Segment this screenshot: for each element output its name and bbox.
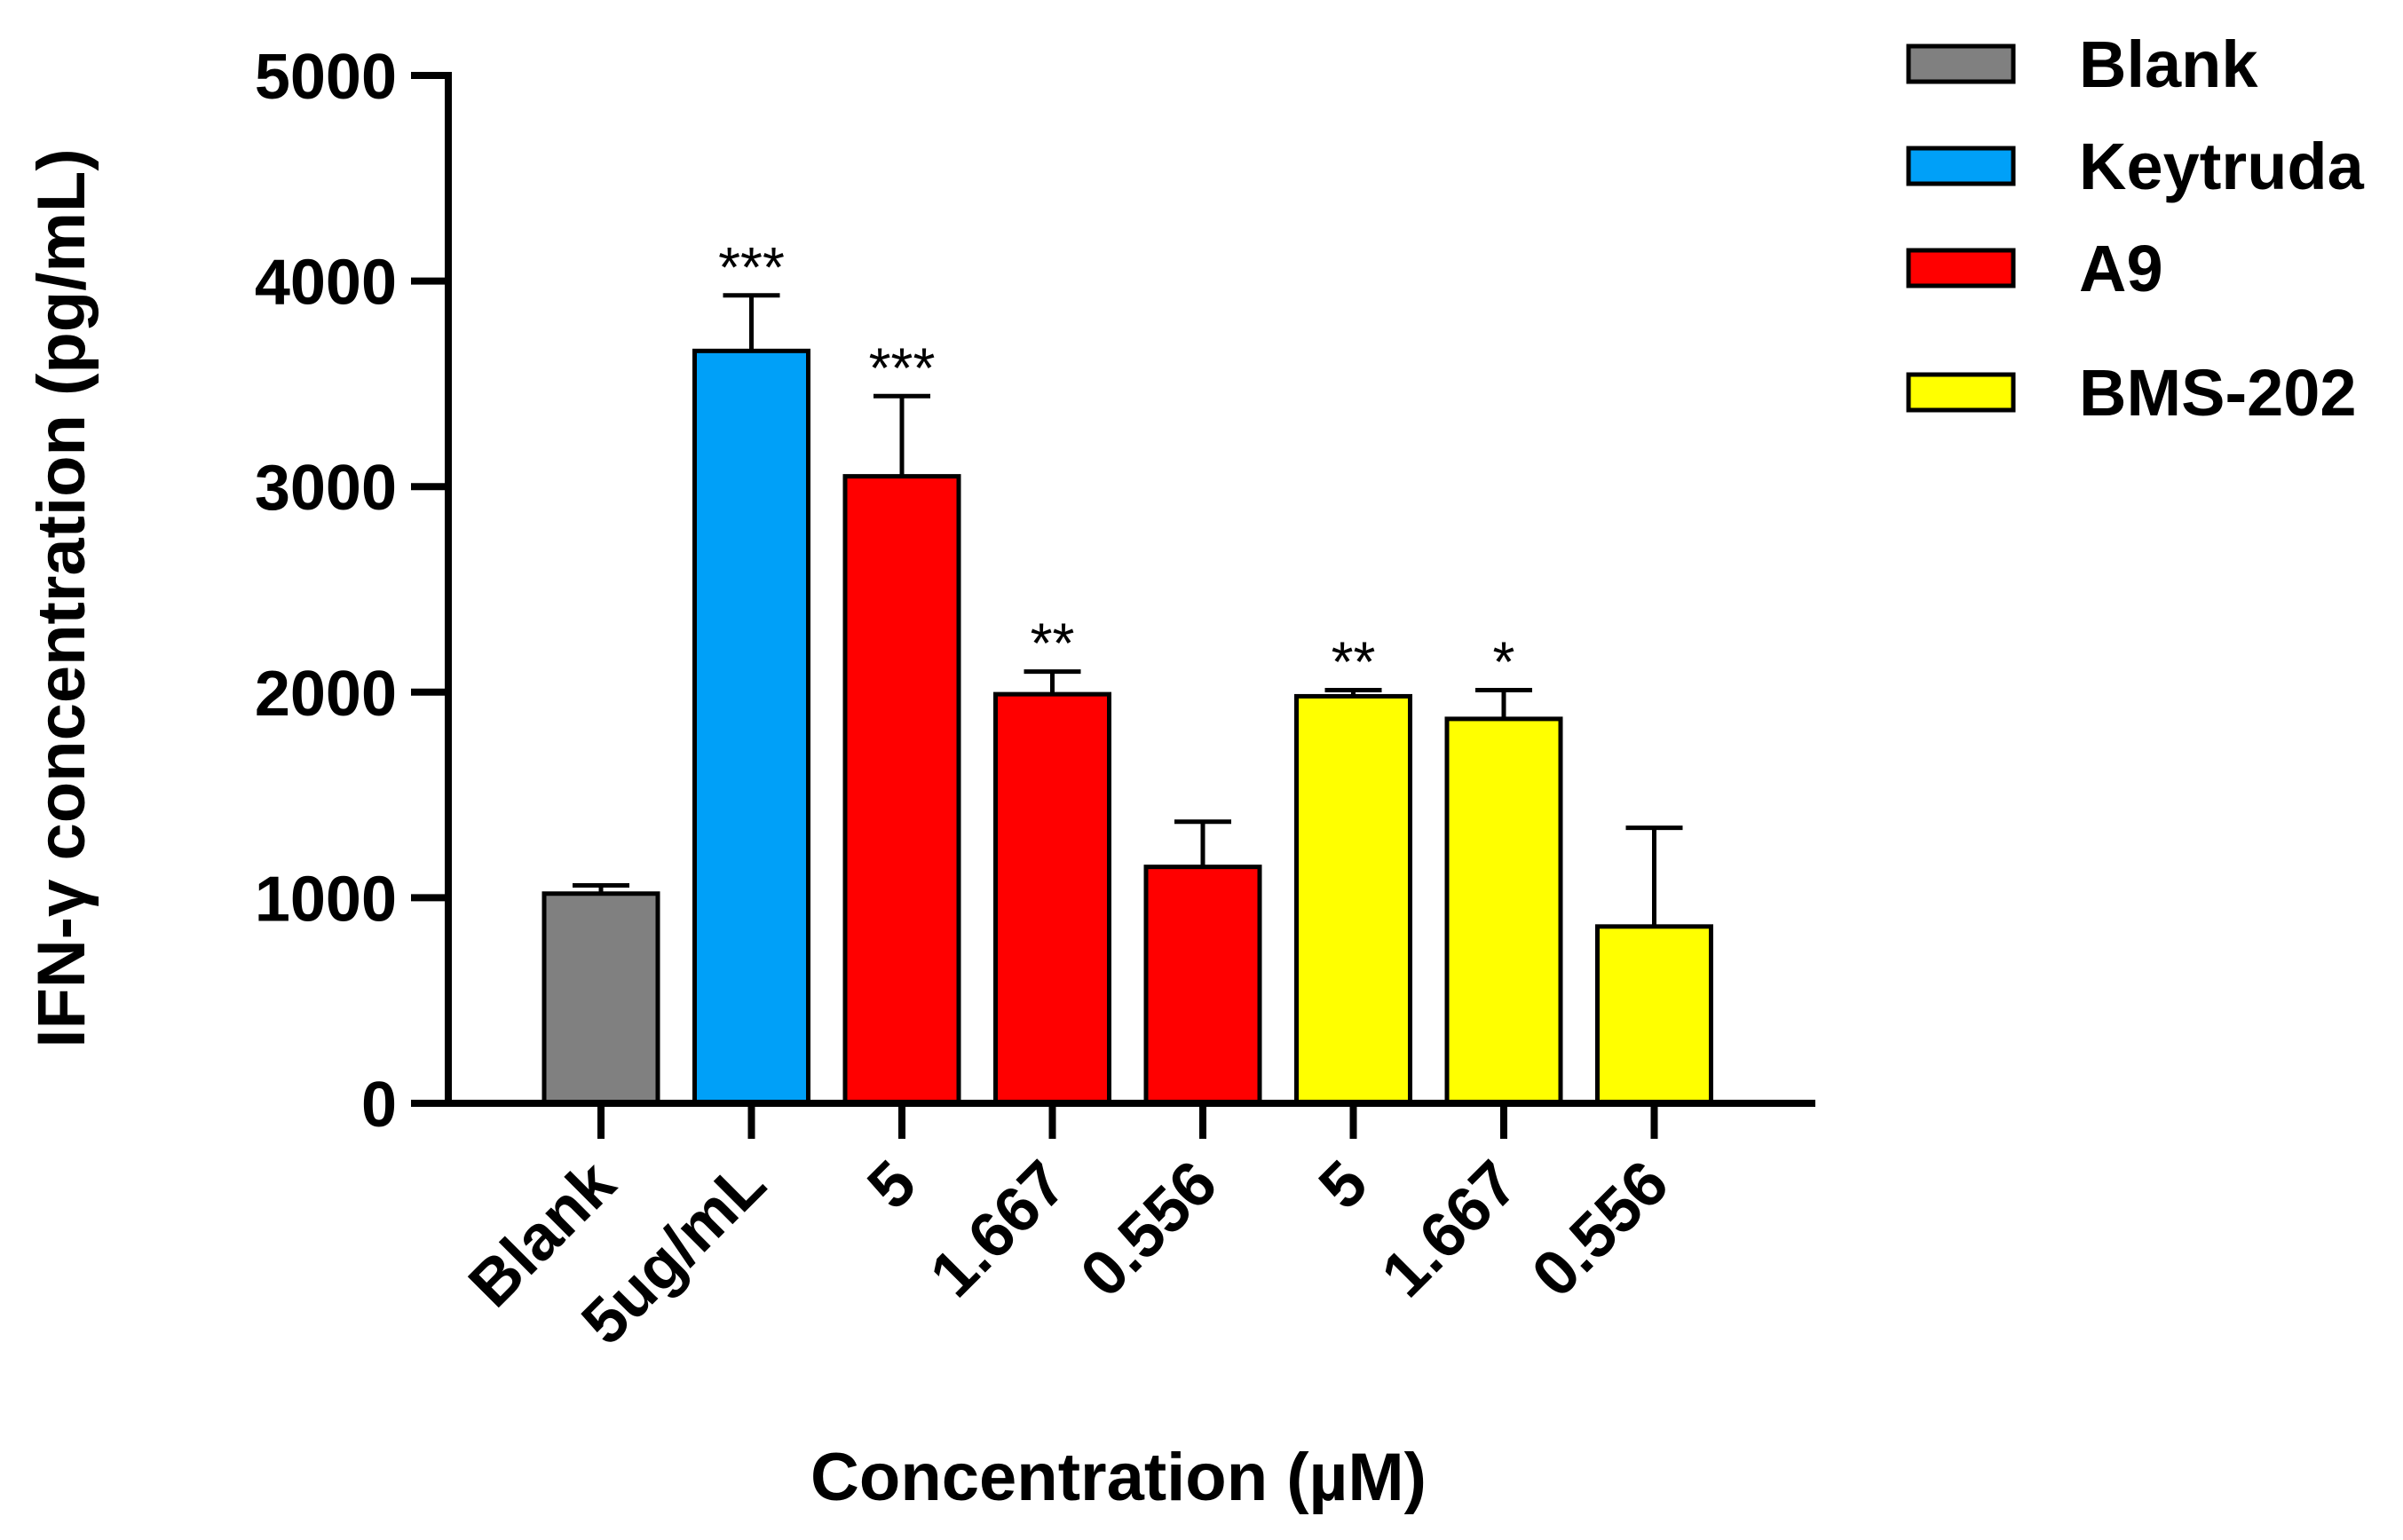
bar-a9-0-556 [1143,865,1262,1106]
bar-bms-202-5 [1294,693,1412,1106]
significance-label-7: * [1493,629,1515,693]
y-tick-label: 5000 [255,42,397,113]
x-tick-label: 1.667 [1368,1148,1531,1311]
legend-swatch-a9 [1906,248,2016,288]
legend-label-bms-202: BMS-202 [2079,356,2357,430]
bar-keytruda-5ug-mL [692,348,810,1106]
legend-label-keytruda: Keytruda [2079,130,2365,203]
bars-layer: ******** ** * [541,235,1713,1106]
bar-a9-1-667 [993,691,1111,1106]
x-tick-label: 1.667 [917,1148,1080,1311]
y-tick-label: 3000 [255,453,397,524]
bar-bms-202-1-667 [1444,716,1563,1106]
x-tick-label: 5 [854,1148,929,1223]
y-tick-label: 1000 [255,864,397,935]
bar-blank-Blank [541,891,660,1106]
x-axis-title: Concentration (µM) [810,1440,1427,1515]
y-tick-label: 0 [361,1070,397,1141]
x-tick-label: 5 [1306,1148,1381,1223]
legend-swatch-blank [1906,43,2016,84]
bar-bms-202-0-556 [1595,924,1713,1106]
legend-label-blank: Blank [2079,28,2258,101]
significance-label-4: ** [1031,612,1075,675]
legend-swatch-bms-202 [1906,372,2016,413]
x-tick-label: 0.556 [1067,1148,1230,1311]
significance-label-2: *** [718,235,785,299]
bar-a9-5 [842,474,961,1106]
significance-label-6: ** [1332,629,1376,693]
y-axis-title: IFN-γ concentration (pg/mL) [24,148,99,1047]
legend-swatch-keytruda [1906,146,2016,186]
significance-label-3: *** [869,336,936,399]
y-axis-ticks: 0 1000 2000 3000 4000 5000 [255,42,448,1141]
legend-label-a9: A9 [2079,232,2163,305]
x-tick-label: 0.556 [1519,1148,1682,1311]
legend: Blank Keytruda A9 BMS-202 [1906,28,2365,430]
y-tick-label: 4000 [255,248,397,319]
y-tick-label: 2000 [255,659,397,730]
